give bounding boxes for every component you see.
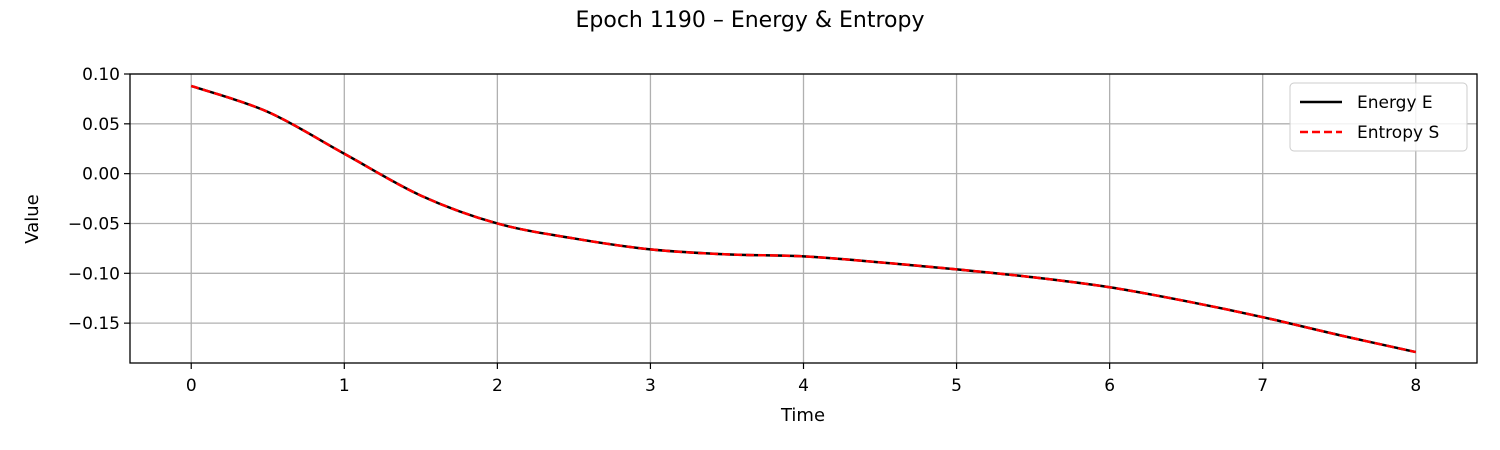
x-tick-label: 2	[492, 376, 503, 396]
y-tick-label: 0.05	[82, 115, 120, 135]
x-tick-label: 4	[798, 376, 809, 396]
y-axis-label: Value	[22, 194, 43, 243]
y-tick-label: 0.00	[82, 165, 120, 185]
x-tick-label: 8	[1410, 376, 1421, 396]
y-tick-label: −0.05	[68, 214, 120, 234]
x-tick-label: 1	[339, 376, 350, 396]
y-tick-label: −0.10	[68, 264, 120, 284]
series-group	[190, 84, 1417, 354]
x-tick-label: 0	[186, 376, 197, 396]
x-tick-label: 3	[645, 376, 656, 396]
legend-label-entropy: Entropy S	[1357, 123, 1439, 143]
y-tick-label: 0.10	[82, 65, 120, 85]
x-tick-label: 5	[951, 376, 962, 396]
series-line-entropy	[190, 84, 1417, 354]
x-tick-label: 7	[1257, 376, 1268, 396]
legend-box	[1289, 82, 1468, 152]
y-axis-ticks: 0.10 0.05 0.00 −0.05 −0.10 −0.15	[68, 65, 130, 334]
x-axis-label: Time	[780, 405, 825, 426]
legend-label-energy: Energy E	[1357, 93, 1433, 113]
x-tick-label: 6	[1104, 376, 1115, 396]
legend: Energy E Entropy S	[1289, 82, 1468, 152]
chart-title: Epoch 1190 – Energy & Entropy	[576, 8, 925, 33]
x-axis-ticks: 0 1 2 3 4 5 6 7 8	[186, 363, 1421, 396]
y-tick-label: −0.15	[68, 314, 120, 334]
